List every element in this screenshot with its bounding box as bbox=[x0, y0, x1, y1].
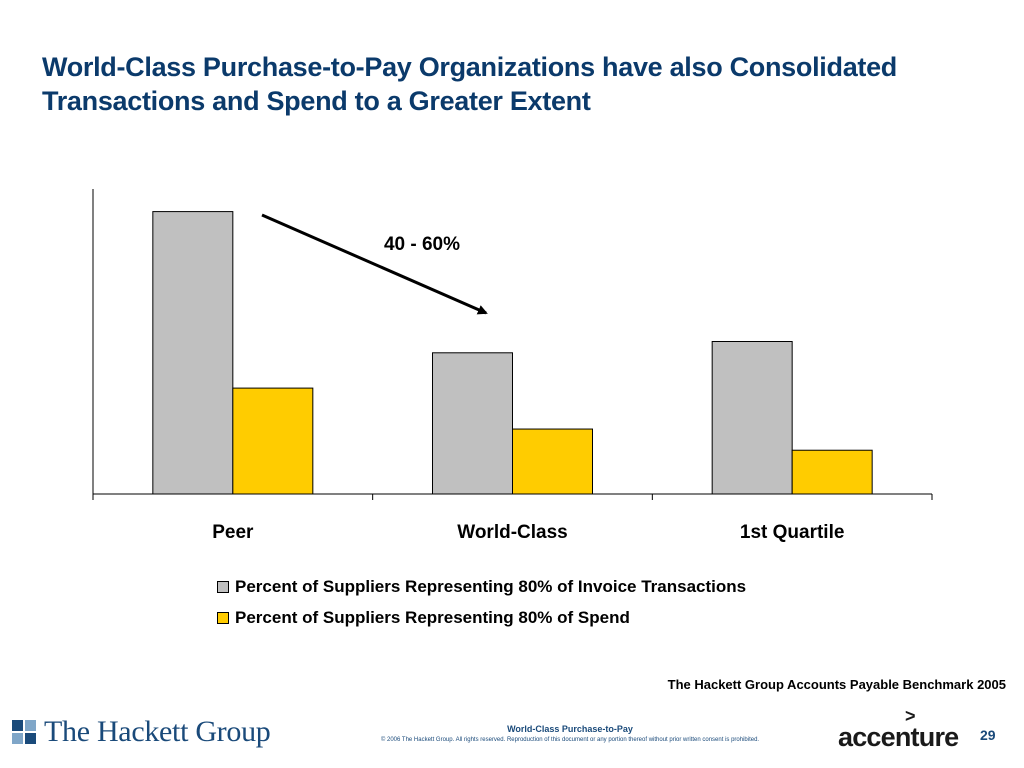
hackett-logo-text: The Hackett Group bbox=[44, 715, 271, 748]
footer-center: World-Class Purchase-to-Pay © 2006 The H… bbox=[340, 724, 800, 743]
legend-swatch-spend bbox=[217, 611, 229, 624]
bar-1st-quartile-series-1 bbox=[711, 341, 793, 495]
accenture-logo: > accenture bbox=[838, 706, 959, 758]
chart-legend: Percent of Suppliers Representing 80% of… bbox=[217, 571, 746, 633]
bar-world-class-series-1 bbox=[432, 352, 513, 495]
trend-arrow bbox=[261, 213, 488, 315]
footer-title: World-Class Purchase-to-Pay bbox=[507, 724, 633, 734]
hackett-logo: The Hackett Group bbox=[12, 715, 271, 749]
page-number: 29 bbox=[980, 727, 996, 743]
accenture-chevron-icon: > bbox=[905, 706, 916, 726]
legend-label-spend: Percent of Suppliers Representing 80% of… bbox=[235, 607, 630, 627]
trend-annotation: 40 - 60% bbox=[384, 234, 460, 255]
slide-title: World-Class Purchase-to-Pay Organization… bbox=[42, 50, 1002, 118]
x-tick-label-world-class: World-Class bbox=[457, 522, 568, 543]
source-note: The Hackett Group Accounts Payable Bench… bbox=[667, 677, 1006, 692]
bar-peer-series-2 bbox=[232, 387, 314, 495]
slide-title-line-2: Transactions and Spend to a Greater Exte… bbox=[42, 86, 591, 116]
legend-item-invoice: Percent of Suppliers Representing 80% of… bbox=[217, 571, 746, 602]
legend-swatch-invoice bbox=[217, 580, 229, 593]
footer-copyright: © 2006 The Hackett Group. All rights res… bbox=[380, 737, 760, 743]
accenture-logo-text: accenture bbox=[838, 722, 959, 752]
legend-item-spend: Percent of Suppliers Representing 80% of… bbox=[217, 602, 746, 633]
hackett-logo-icon bbox=[12, 720, 36, 744]
bar-world-class-series-2 bbox=[512, 428, 593, 495]
legend-label-invoice: Percent of Suppliers Representing 80% of… bbox=[235, 576, 747, 596]
x-tick-label-1st-quartile: 1st Quartile bbox=[740, 522, 845, 543]
x-tick-label-peer: Peer bbox=[212, 522, 254, 543]
bar-peer-series-1 bbox=[152, 211, 234, 495]
bar-1st-quartile-series-2 bbox=[791, 449, 873, 495]
slide-title-line-1: World-Class Purchase-to-Pay Organization… bbox=[42, 52, 898, 82]
